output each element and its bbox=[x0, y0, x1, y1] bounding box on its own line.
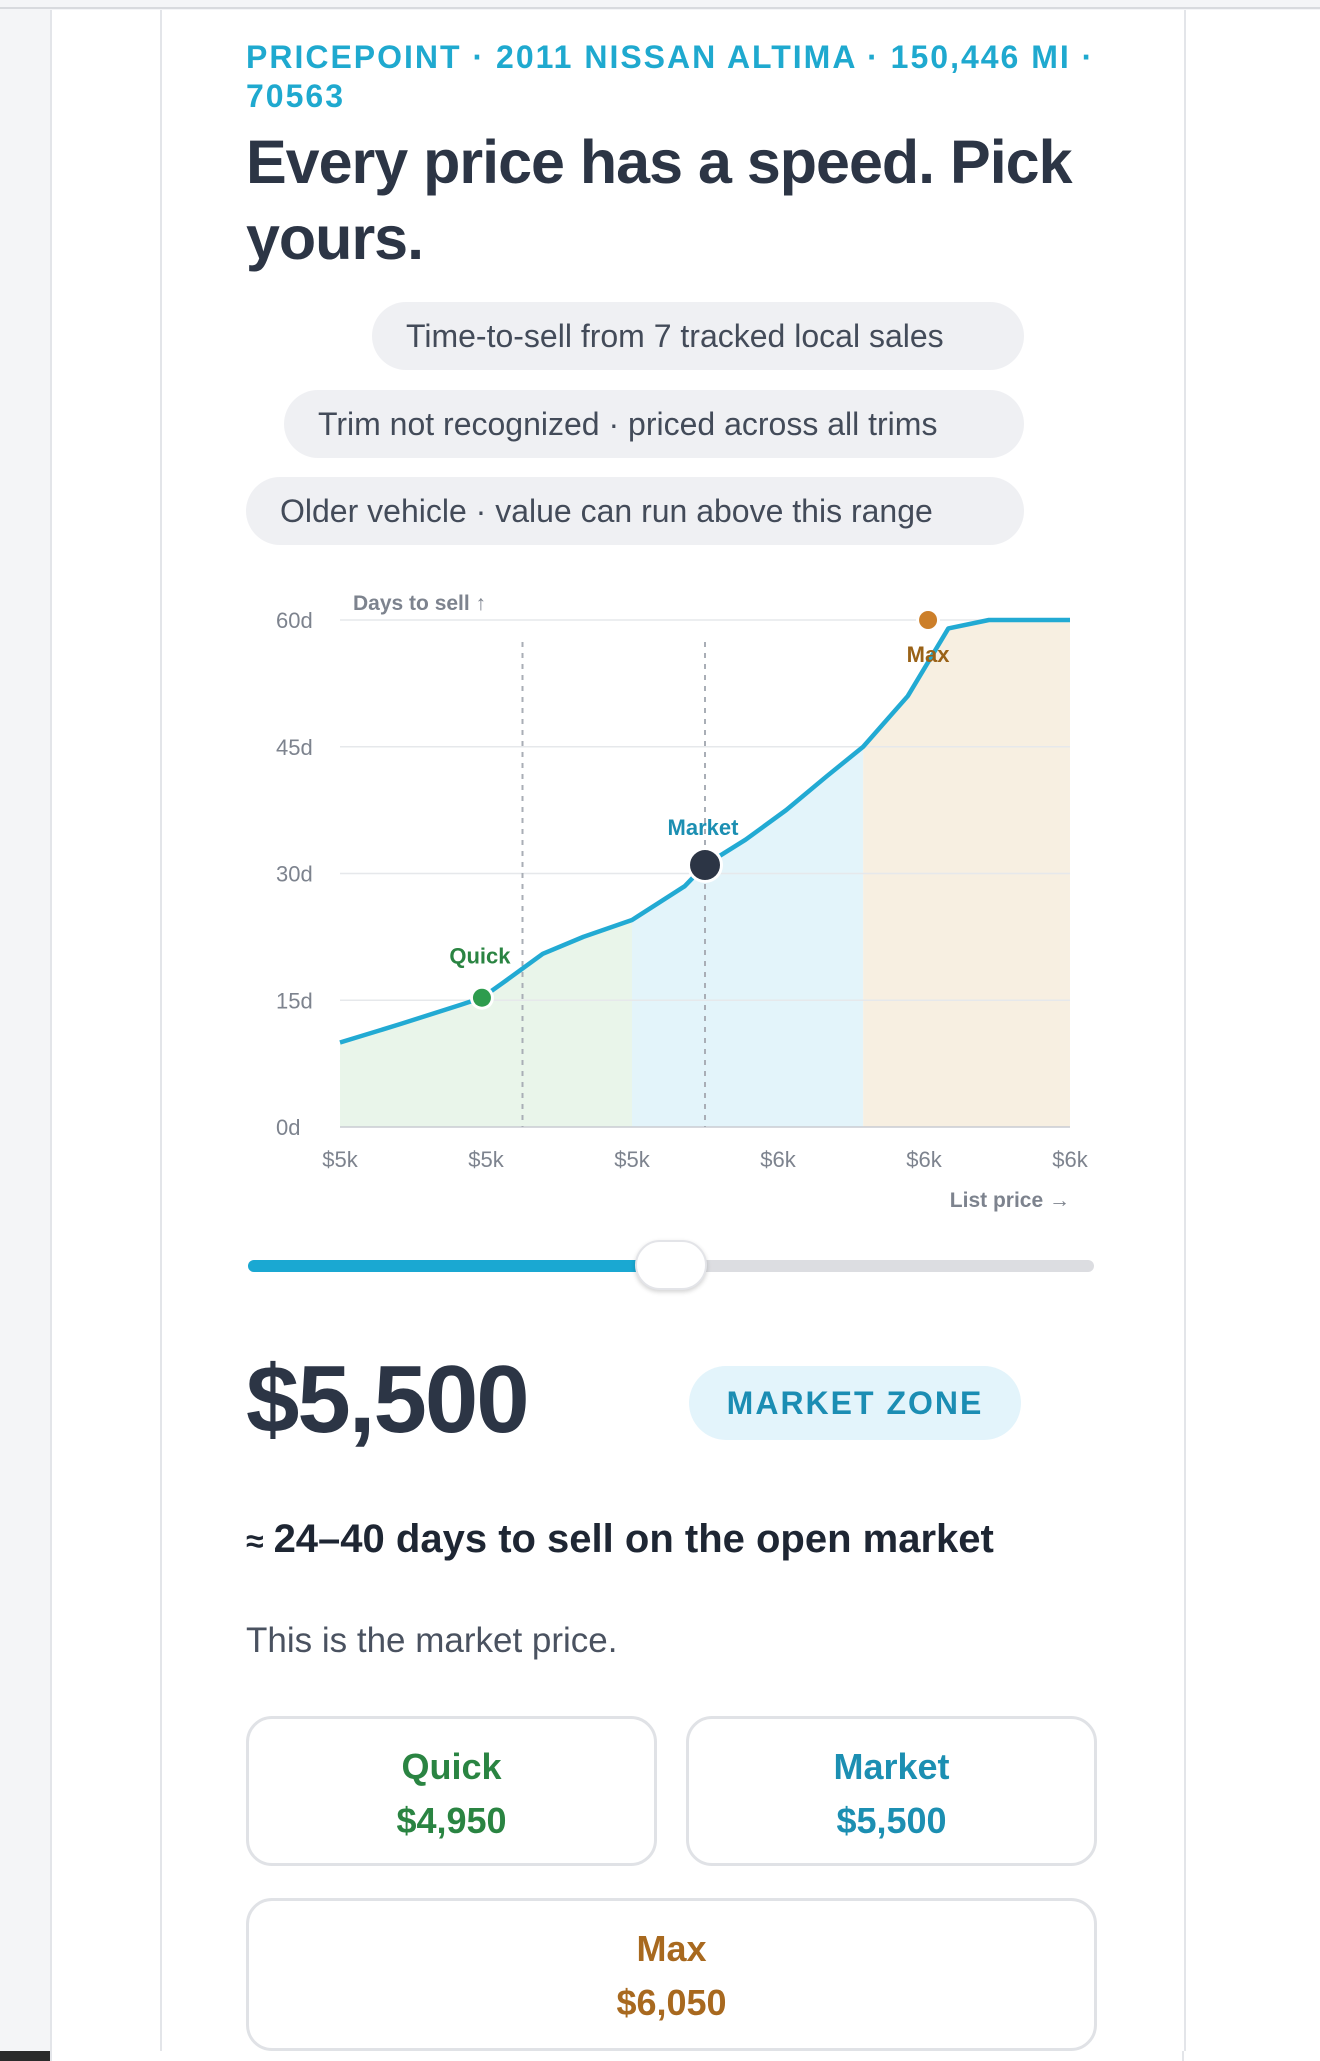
days-to-sell: ≈24–40 days to sell on the open market bbox=[246, 1514, 994, 1566]
quick-value: $4,950 bbox=[396, 1800, 507, 1841]
y-tick-label: 15d bbox=[276, 988, 313, 1013]
time-to-sell-chart[interactable]: 60d 45d 30d 15d 0d $5k $5k $5k $6k $6k $6k Days to … bbox=[260, 580, 1100, 1220]
x-tick-label: $6k bbox=[760, 1147, 796, 1172]
page-headline: Every price has a speed. Pick yours. bbox=[246, 128, 1073, 272]
eyebrow-title: PRICEPOINT · 2011 NISSAN ALTIMA · 150,44… bbox=[246, 39, 1095, 114]
days-to-sell-text: 24–40 days to sell on the open market bbox=[273, 1517, 994, 1561]
max-label: Max bbox=[636, 1928, 707, 1969]
y-tick-label: 45d bbox=[276, 735, 313, 760]
marker-max bbox=[919, 611, 938, 629]
marker-market bbox=[690, 850, 720, 881]
y-tick-label: 60d bbox=[276, 608, 313, 633]
zone-badge: MARKET ZONE bbox=[689, 1366, 1021, 1440]
approx-symbol: ≈ bbox=[246, 1523, 264, 1559]
marker-label-market: Market bbox=[668, 815, 740, 840]
price-description: This is the market price. bbox=[246, 1621, 618, 1660]
info-pill-older-vehicle: Older vehicle · value can run above this… bbox=[246, 477, 1024, 545]
zone-fill-market bbox=[632, 746, 864, 1127]
y-tick-label: 0d bbox=[276, 1115, 300, 1140]
market-price-button[interactable]: Market $5,500 bbox=[686, 1716, 1097, 1866]
info-pill-trim: Trim not recognized · priced across all … bbox=[284, 390, 1024, 458]
market-label: Market bbox=[833, 1746, 950, 1787]
x-tick-label: $5k bbox=[322, 1147, 358, 1172]
quick-label: Quick bbox=[401, 1746, 502, 1787]
x-tick-label: $5k bbox=[468, 1147, 504, 1172]
marker-quick bbox=[472, 988, 491, 1007]
x-tick-label: $6k bbox=[1052, 1147, 1088, 1172]
x-axis-label: List price → bbox=[950, 1189, 1070, 1212]
marker-label-max: Max bbox=[907, 642, 951, 667]
info-pill-tracked-sales: Time-to-sell from 7 tracked local sales bbox=[372, 302, 1024, 370]
price-slider-thumb[interactable] bbox=[635, 1240, 707, 1290]
top-divider bbox=[0, 7, 1320, 9]
x-tick-label: $6k bbox=[906, 1147, 942, 1172]
selected-price: $5,500 bbox=[246, 1346, 530, 1453]
max-price-button[interactable]: Max $6,050 bbox=[246, 1898, 1097, 2051]
x-tick-label: $5k bbox=[614, 1147, 650, 1172]
price-slider-fill bbox=[248, 1260, 671, 1272]
max-value: $6,050 bbox=[616, 1982, 727, 2023]
market-value: $5,500 bbox=[836, 1800, 947, 1841]
app-frame-right bbox=[1182, 10, 1320, 2061]
marker-label-quick: Quick bbox=[449, 944, 511, 969]
y-axis-label: Days to sell ↑ bbox=[353, 592, 486, 615]
y-tick-label: 30d bbox=[276, 862, 313, 887]
zone-fill-quick bbox=[340, 919, 632, 1127]
quick-price-button[interactable]: Quick $4,950 bbox=[246, 1716, 657, 1866]
